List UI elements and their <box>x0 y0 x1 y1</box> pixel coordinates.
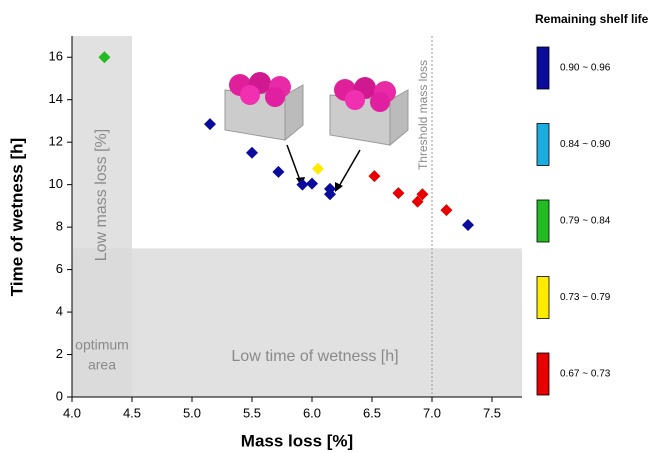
x-tick-label: 5.5 <box>243 405 261 420</box>
illustration <box>225 72 408 192</box>
legend-label: 0.73 ~ 0.79 <box>560 292 611 303</box>
point <box>312 163 324 175</box>
y-tick-label: 2 <box>56 346 63 361</box>
arrow-head <box>335 182 343 192</box>
x-tick-label: 6.0 <box>303 405 321 420</box>
optimum-label: area <box>88 357 116 373</box>
threshold-label: Threshold mass loss <box>416 60 430 170</box>
x-axis-label: Mass loss [%] <box>241 431 353 450</box>
point <box>368 170 380 182</box>
point <box>246 147 258 159</box>
box-image <box>330 77 408 145</box>
y-tick-label: 8 <box>56 219 63 234</box>
legend-label: 0.84 ~ 0.90 <box>560 139 611 150</box>
y-tick-label: 14 <box>49 91 63 106</box>
chart: Low mass loss [%] Low time of wetness [h]… <box>0 0 649 453</box>
point <box>306 178 318 190</box>
arrow <box>338 150 360 188</box>
y-tick-label: 0 <box>56 388 63 403</box>
point <box>272 166 284 178</box>
region <box>72 248 522 397</box>
point <box>462 219 474 231</box>
y-tick-label: 10 <box>49 176 63 191</box>
arrow <box>287 145 301 183</box>
box-image <box>225 72 303 140</box>
x-tick-label: 5.0 <box>183 405 201 420</box>
optimum-label: optimum <box>75 337 129 353</box>
x-tick-label: 6.5 <box>363 405 381 420</box>
point <box>204 118 216 130</box>
legend-label: 0.67 ~ 0.73 <box>560 369 611 380</box>
x-tick-label: 4.0 <box>63 405 81 420</box>
x-tick-label: 4.5 <box>123 405 141 420</box>
x-tick-label: 7.5 <box>483 405 501 420</box>
legend-swatch <box>537 353 549 395</box>
y-tick-label: 12 <box>49 134 63 149</box>
legend-swatch <box>537 124 549 166</box>
legend-swatch <box>537 200 549 242</box>
legend-label: 0.79 ~ 0.84 <box>560 216 611 227</box>
legend-title: Remaining shelf life [d] <box>535 12 649 26</box>
y-tick-label: 4 <box>56 303 63 318</box>
region-label: Low mass loss [%] <box>93 129 110 261</box>
y-axis-label: Time of wetness [h] <box>7 138 26 296</box>
point <box>440 204 452 216</box>
legend-swatch <box>537 277 549 319</box>
x-tick-label: 7.0 <box>423 405 441 420</box>
legend-swatch <box>537 47 549 89</box>
point <box>392 187 404 199</box>
y-tick-label: 6 <box>56 261 63 276</box>
y-tick-label: 16 <box>49 49 63 64</box>
legend-label: 0.90 ~ 0.96 <box>560 63 611 74</box>
region-label: Low time of wetness [h] <box>231 348 398 365</box>
